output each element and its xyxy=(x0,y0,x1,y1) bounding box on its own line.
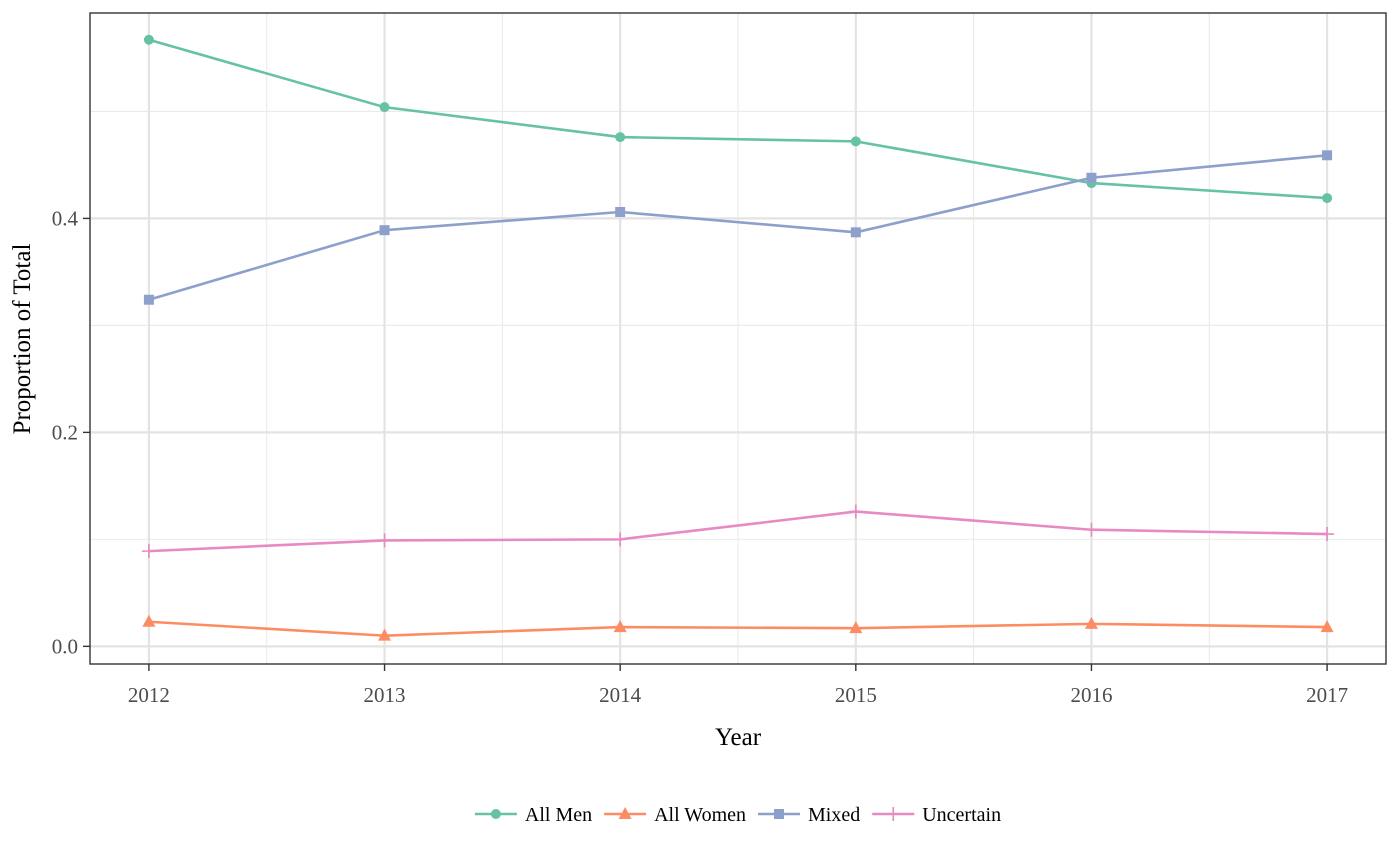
x-tick-label: 2012 xyxy=(128,683,170,707)
series-mixed xyxy=(143,150,1333,305)
data-point-all-women xyxy=(1320,620,1334,633)
series-all-men xyxy=(143,34,1333,204)
data-point-all-women xyxy=(142,614,156,627)
x-tick-label: 2016 xyxy=(1070,683,1112,707)
legend-label: All Women xyxy=(654,804,746,826)
data-point-mixed xyxy=(1086,172,1097,183)
data-point-all-men xyxy=(379,102,390,113)
series-all-women xyxy=(142,614,1334,641)
data-point-uncertain xyxy=(141,544,156,559)
series-layer xyxy=(141,34,1335,641)
data-point-all-men xyxy=(1322,193,1333,204)
legend-item-all-men: All Men xyxy=(474,804,592,826)
legend-label: All Men xyxy=(525,804,592,826)
y-tick-label: 0.4 xyxy=(52,206,79,230)
plot-border xyxy=(89,12,1387,665)
data-point-mixed xyxy=(615,206,626,217)
data-point-uncertain xyxy=(377,533,392,548)
legend-item-all-women: All Women xyxy=(604,804,746,826)
y-axis-ticks: 0.0 0.2 0.4 xyxy=(52,206,90,658)
series-line-mixed xyxy=(148,153,1328,301)
legend-key-marker xyxy=(774,809,785,819)
series-line-all-men xyxy=(148,38,1328,200)
x-tick-label: 2014 xyxy=(599,683,642,707)
data-point-uncertain xyxy=(613,532,628,547)
legend-label: Uncertain xyxy=(922,804,1001,826)
x-axis-title: Year xyxy=(715,724,762,751)
y-tick-label: 0.0 xyxy=(52,634,78,658)
data-point-all-women xyxy=(378,628,392,641)
legend-item-uncertain: Uncertain xyxy=(872,804,1001,826)
data-point-all-men xyxy=(615,132,626,143)
x-tick-label: 2017 xyxy=(1306,683,1348,707)
data-point-uncertain xyxy=(848,504,863,519)
series-line-all-women xyxy=(148,620,1328,637)
y-axis-title: Proportion of Total xyxy=(9,244,36,435)
data-point-all-men xyxy=(143,34,154,45)
legend-label: Mixed xyxy=(808,804,860,826)
data-point-uncertain xyxy=(1084,522,1099,537)
data-point-mixed xyxy=(379,225,390,236)
series-line-uncertain xyxy=(148,510,1328,553)
legend-key-marker xyxy=(490,809,501,819)
data-point-mixed xyxy=(1322,150,1333,161)
data-point-all-women xyxy=(613,620,627,633)
x-tick-label: 2015 xyxy=(835,683,877,707)
legend-key-marker xyxy=(618,807,632,819)
data-point-mixed xyxy=(850,227,861,238)
x-tick-label: 2013 xyxy=(364,683,406,707)
x-axis-ticks: 2012 2013 2014 2015 2016 2017 xyxy=(128,664,1348,707)
y-tick-label: 0.2 xyxy=(52,420,78,444)
major-gridlines xyxy=(90,13,1386,664)
legend: All Men All Women Mixed Uncertain xyxy=(474,804,1001,826)
data-point-all-men xyxy=(850,136,861,147)
legend-key-marker xyxy=(886,807,901,821)
legend-item-mixed: Mixed xyxy=(758,804,860,826)
series-uncertain xyxy=(141,504,1335,559)
data-point-mixed xyxy=(143,294,154,305)
data-point-all-women xyxy=(1084,616,1098,629)
data-point-uncertain xyxy=(1320,527,1335,542)
data-point-all-women xyxy=(849,621,863,634)
minor-gridlines xyxy=(90,13,1386,664)
